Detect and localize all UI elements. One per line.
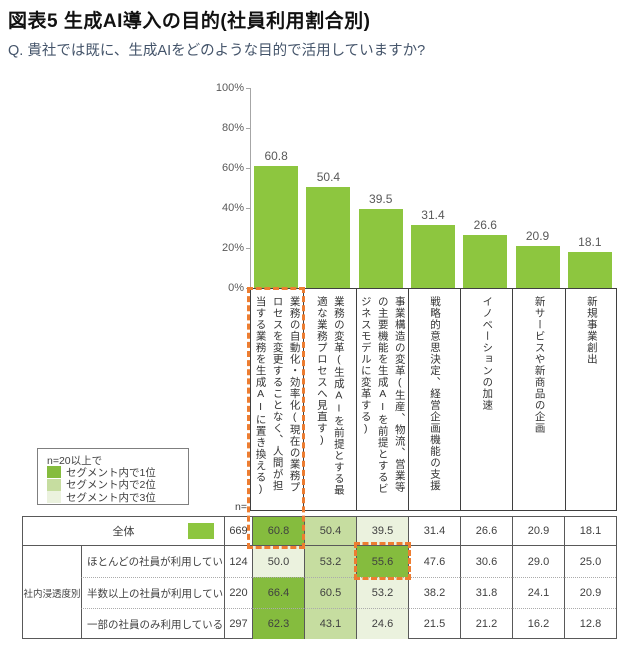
legend-swatch-rank1 xyxy=(47,466,61,478)
table-row-label: 半数以上の社員が利用している xyxy=(81,577,224,608)
legend-item-label: セグメント内で2位 xyxy=(66,479,156,491)
page-title: 図表5 生成AI導入の目的(社員利用割合別) xyxy=(8,11,371,32)
bar xyxy=(358,209,403,288)
y-axis-tick-mark xyxy=(246,168,250,169)
bar xyxy=(463,234,508,288)
category-label: 事業構造の変革(生産、物流、営業等 の主要機能を生成AIを前提とするビ ジネスモ… xyxy=(359,296,406,495)
table-value-cell: 55.6 xyxy=(356,546,408,577)
y-axis-tick-mark xyxy=(246,128,250,129)
table-row-label: 一部の社員のみ利用している xyxy=(81,608,224,639)
bar xyxy=(411,225,455,288)
table-value-cell: 43.1 xyxy=(304,608,356,639)
bar xyxy=(306,187,351,288)
bar-value-label: 39.5 xyxy=(369,192,393,206)
highlight-table-cell xyxy=(353,542,411,580)
table-value-cell: 47.6 xyxy=(408,546,460,577)
category-label: 新サービスや新商品の企画 xyxy=(533,296,546,434)
table-value-cell: 39.5 xyxy=(356,517,408,546)
table-value-cell: 20.9 xyxy=(512,517,564,546)
table-n-value: 124 xyxy=(224,546,252,577)
y-axis-tick-label: 60% xyxy=(221,162,244,174)
table-value-cell: 60.8 xyxy=(252,517,304,546)
category-label-box: 業務の自動化・効率化(現在の業務プ ロセスを変更することなく、人間が担 当する業… xyxy=(251,289,303,510)
legend-item-label: セグメント内で1位 xyxy=(66,466,156,479)
table-value-cell: 30.6 xyxy=(460,546,512,577)
table-value-cell: 21.2 xyxy=(460,608,512,639)
category-label: 業務の変革(生成AIを前提とする最 適な業務プロセスへ見直す) xyxy=(315,296,345,496)
category-label-box: 新サービスや新商品の企画 xyxy=(512,289,564,510)
y-axis-tick-label: 80% xyxy=(221,122,244,134)
n-column-header: n= xyxy=(235,501,247,513)
y-axis-line xyxy=(250,88,251,289)
table-value-cell: 60.5 xyxy=(304,577,356,608)
bar xyxy=(515,246,560,288)
highlight-top-purpose-column xyxy=(247,287,306,549)
category-label: 業務の自動化・効率化(現在の業務プ ロセスを変更することなく、人間が担 当する業… xyxy=(254,296,301,496)
legend-item: セグメント内で1位 xyxy=(47,466,156,479)
table-value-cell: 16.2 xyxy=(512,608,564,639)
table-n-value: 669 xyxy=(224,517,252,546)
question-text: Q. 貴社では既に、生成AIをどのような目的で活用していますか? xyxy=(8,43,426,59)
category-label: イノベーションの加速 xyxy=(481,296,494,411)
table-value-cell: 50.4 xyxy=(304,517,356,546)
table-value-cell: 26.6 xyxy=(460,517,512,546)
segment-table: 全体 669 60.8 50.4 39.5 31.4 26.6 20.9 18.1 社内浸透度別ほ… xyxy=(22,516,617,639)
category-label-box: 新規事業創出 xyxy=(564,289,617,510)
bar-value-label: 50.4 xyxy=(316,170,341,185)
series-color-swatch xyxy=(188,523,214,539)
table-value-cell: 18.1 xyxy=(564,517,616,546)
legend-swatch-rank2 xyxy=(47,478,61,491)
bar xyxy=(254,166,299,288)
table-n-value: 297 xyxy=(224,608,252,639)
category-label-box: 業務の変革(生成AIを前提とする最 適な業務プロセスへ見直す) xyxy=(303,289,355,510)
table-value-cell: 12.8 xyxy=(564,608,616,639)
table-value-cell: 20.9 xyxy=(564,577,616,608)
category-label-box: 事業構造の変革(生産、物流、営業等 の主要機能を生成AIを前提とするビ ジネスモ… xyxy=(355,289,408,510)
table-value-cell: 21.5 xyxy=(408,608,460,639)
y-axis-tick-mark xyxy=(246,208,250,209)
bar xyxy=(567,251,612,288)
legend-swatch-rank3 xyxy=(47,491,61,503)
category-label: 戦略的意思決定、経営企画機能の支援 xyxy=(428,296,441,492)
legend-item: セグメント内で2位 xyxy=(47,478,156,491)
table-value-cell: 66.4 xyxy=(252,577,304,608)
table-value-cell: 53.2 xyxy=(356,577,408,608)
y-axis-tick-mark xyxy=(246,88,250,89)
legend-box: n=20以上で セグメント内で1位 セグメント内で2位 セグメント内で3位 xyxy=(37,448,189,505)
table-value-cell: 29.0 xyxy=(512,546,564,577)
category-label-box: イノベーションの加速 xyxy=(460,289,512,510)
bar-value-label: 20.9 xyxy=(525,229,550,244)
y-axis-tick-mark xyxy=(246,248,250,249)
table-value-cell: 62.3 xyxy=(252,608,304,639)
table-value-cell: 31.8 xyxy=(460,577,512,608)
bar-value-label: 18.1 xyxy=(578,234,602,249)
table-row-label: ほとんどの社員が利用している xyxy=(81,546,224,577)
table-value-cell: 24.6 xyxy=(356,608,408,639)
table-value-cell: 25.0 xyxy=(564,546,616,577)
table-n-value: 220 xyxy=(224,577,252,608)
legend-item: セグメント内で3位 xyxy=(47,491,156,504)
table-value-cell: 24.1 xyxy=(512,577,564,608)
category-label: 新規事業創出 xyxy=(585,296,598,365)
table-row-label-overall: 全体 xyxy=(23,517,224,546)
legend-note: n=20以上で xyxy=(47,455,103,467)
table-value-cell: 31.4 xyxy=(408,517,460,546)
bar-value-label: 60.8 xyxy=(264,149,288,164)
table-value-cell: 53.2 xyxy=(304,546,356,577)
bar-value-label: 26.6 xyxy=(473,217,497,232)
table-group-label: 社内浸透度別 xyxy=(23,588,81,600)
bar-value-label: 31.4 xyxy=(421,208,445,223)
y-axis-tick-label: 0% xyxy=(228,282,244,294)
table-value-cell: 50.0 xyxy=(252,546,304,577)
category-label-row: 業務の自動化・効率化(現在の業務プ ロセスを変更することなく、人間が担 当する業… xyxy=(250,288,617,511)
y-axis-tick-label: 20% xyxy=(221,242,244,254)
y-axis-tick-label: 40% xyxy=(221,202,244,214)
table-value-cell: 38.2 xyxy=(408,577,460,608)
y-axis-tick-label: 100% xyxy=(215,82,244,94)
legend-item-label: セグメント内で3位 xyxy=(66,491,156,504)
category-label-box: 戦略的意思決定、経営企画機能の支援 xyxy=(407,289,460,510)
